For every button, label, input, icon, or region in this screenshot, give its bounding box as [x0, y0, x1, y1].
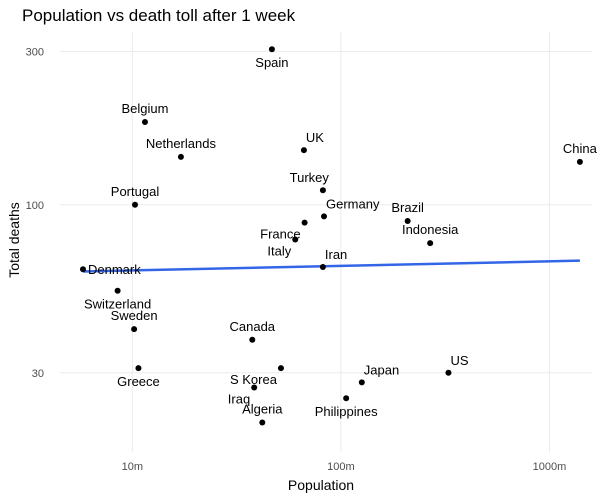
x-tick-label: 10m — [122, 461, 143, 473]
data-label: Turkey — [290, 170, 330, 185]
data-label: Portugal — [111, 184, 160, 199]
data-point — [319, 187, 326, 194]
data-point — [259, 419, 266, 426]
data-label: Canada — [230, 319, 276, 334]
data-point — [132, 201, 139, 208]
data-point — [300, 147, 307, 154]
data-label: Germany — [326, 196, 380, 211]
x-tick-label: 1000m — [533, 461, 567, 473]
data-label: China — [563, 141, 598, 156]
data-label: US — [450, 353, 468, 368]
data-point — [321, 213, 328, 220]
x-axis-title: Population — [288, 477, 354, 493]
y-axis-ticks: 30 100 300 — [26, 46, 44, 379]
trend-line-group — [82, 259, 580, 273]
data-label: Iraq — [228, 391, 250, 406]
data-point — [404, 218, 411, 225]
data-label: Iran — [325, 247, 347, 262]
data-point — [251, 384, 258, 391]
data-point — [114, 287, 121, 294]
data-point — [79, 266, 86, 273]
y-tick-label: 300 — [26, 46, 44, 58]
data-point — [177, 153, 184, 160]
data-label: Philippines — [315, 404, 378, 419]
chart-title: Population vs death toll after 1 week — [22, 6, 296, 25]
data-label: Brazil — [391, 200, 424, 215]
grid — [60, 32, 592, 452]
data-point — [301, 219, 308, 226]
data-labels: Spain Belgium Netherlands UK China Turkey Port… — [84, 55, 598, 419]
data-label: S Korea — [230, 372, 278, 387]
x-axis-ticks: 10m 100m 1000m — [122, 461, 567, 473]
data-label: Denmark — [88, 262, 141, 277]
data-point — [141, 118, 148, 125]
data-point — [249, 336, 256, 343]
data-point — [268, 46, 275, 53]
data-point — [445, 369, 452, 376]
data-label: Algeria — [242, 402, 283, 417]
data-label: Japan — [364, 362, 399, 377]
data-label: Italy — [267, 243, 291, 258]
data-point — [292, 236, 299, 243]
data-label: France — [260, 227, 300, 242]
data-label: UK — [306, 130, 324, 145]
data-label: Sweden — [111, 308, 158, 323]
data-point — [427, 240, 434, 247]
data-label: Indonesia — [402, 222, 459, 237]
y-axis-title: Total deaths — [6, 202, 22, 278]
data-label: Spain — [255, 55, 288, 70]
data-point — [319, 264, 326, 271]
data-label: Greece — [117, 374, 160, 389]
trend-line — [82, 259, 580, 273]
data-label: Netherlands — [146, 136, 217, 151]
data-point — [576, 158, 583, 165]
data-point — [343, 395, 350, 402]
data-label: Switzerland — [84, 297, 151, 312]
y-tick-label: 100 — [26, 200, 44, 212]
data-point — [131, 326, 138, 333]
y-tick-label: 30 — [32, 368, 44, 380]
data-point — [277, 365, 284, 372]
data-point — [358, 379, 365, 386]
data-points — [79, 46, 583, 426]
x-tick-label: 100m — [327, 461, 355, 473]
data-point — [135, 365, 142, 372]
data-label: Belgium — [121, 101, 168, 116]
